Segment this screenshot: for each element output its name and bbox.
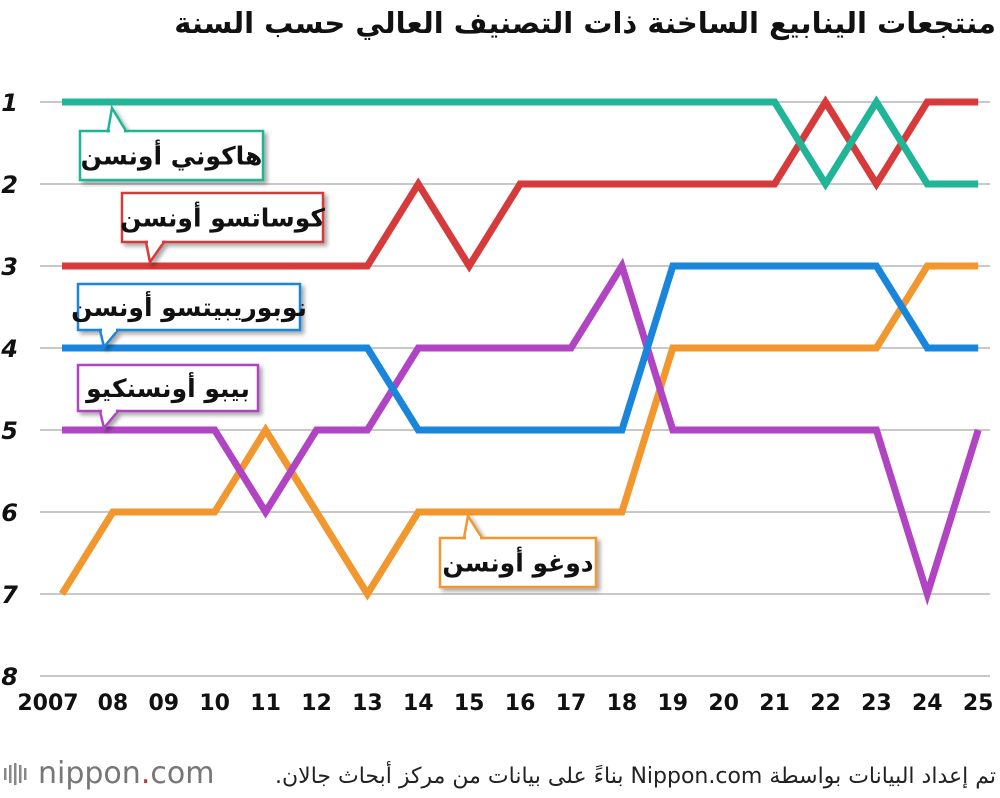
- footer: nippon.com تم إعداد البيانات بواسطة Nipp…: [0, 754, 1000, 798]
- y-tick-label: 8: [1, 663, 18, 691]
- legend-label: كوساتسو أونسن: [120, 202, 325, 234]
- x-tick-label: 24: [912, 691, 943, 716]
- x-tick-label: 14: [403, 691, 434, 716]
- series-line: [62, 95, 979, 191]
- callout-tail: [144, 240, 167, 266]
- legend-label: نوبوريبيتسو أونسن: [71, 291, 307, 323]
- x-tick-label: 21: [759, 691, 790, 716]
- legend-label: دوغو أونسن: [442, 547, 593, 579]
- x-tick-label: 20: [708, 691, 739, 716]
- y-tick-label: 5: [1, 417, 18, 445]
- logo-bars-icon: [4, 762, 27, 785]
- legend-callouts: هاكوني أونسن كوساتسو أونسن نوبوريبيتسو أون…: [71, 104, 598, 589]
- x-tick-label: 12: [301, 691, 332, 716]
- x-tick-label: 10: [199, 691, 230, 716]
- callout-frame: [78, 129, 265, 182]
- legend-label: بيبو أونسنكيو: [84, 372, 250, 404]
- logo-dot: .: [140, 756, 151, 791]
- nippon-logo: nippon.com: [4, 756, 214, 791]
- callout-box: [120, 191, 325, 266]
- x-tick-label: 19: [657, 691, 688, 716]
- x-tick-label: 15: [454, 691, 485, 716]
- legend-label: هاكوني أونسن: [81, 140, 263, 172]
- logo-name: nippon: [38, 756, 141, 791]
- callout-tail: [98, 328, 121, 350]
- callout-box: [76, 363, 260, 431]
- x-tick-label: 17: [556, 691, 587, 716]
- callout-box: [438, 512, 598, 589]
- x-tick-label: 16: [505, 691, 536, 716]
- y-axis-ticks: 1 2 3 4 5 6 7 8: [0, 89, 18, 691]
- callout-frame: [120, 191, 325, 244]
- callout-tail: [106, 104, 129, 133]
- x-tick-label: 23: [861, 691, 892, 716]
- callout-frame: [76, 282, 302, 332]
- series-line: [59, 262, 979, 601]
- x-tick-label: 09: [148, 691, 179, 716]
- callout-tail: [462, 512, 485, 540]
- callout-tail: [98, 409, 121, 431]
- logo-text: nippon.com: [38, 756, 214, 791]
- y-tick-label: 1: [1, 89, 18, 117]
- callout-frame: [438, 536, 598, 589]
- x-tick-label: 22: [810, 691, 841, 716]
- x-axis-ticks: 2007 08 09 10 11 12 13 14 15 16 17 18 19 20 21 22 23 24 25: [17, 691, 993, 716]
- x-tick-label: 11: [250, 691, 281, 716]
- x-tick-label: 2007: [17, 691, 78, 716]
- x-tick-label: 25: [963, 691, 994, 716]
- callout-frame: [76, 363, 260, 413]
- y-tick-label: 7: [1, 581, 18, 609]
- series-line: [62, 262, 979, 434]
- callout-box: [76, 282, 302, 350]
- y-tick-label: 3: [1, 253, 18, 281]
- logo-domain: com: [150, 756, 215, 791]
- y-tick-label: 4: [0, 335, 18, 363]
- chart-title: منتجعات الينابيع الساخنة ذات التصنيف الع…: [174, 6, 996, 40]
- x-tick-label: 13: [352, 691, 383, 716]
- y-tick-label: 6: [1, 499, 18, 527]
- y-tick-label: 2: [1, 171, 18, 199]
- source-note: تم إعداد البيانات بواسطة Nippon.com بناء…: [275, 764, 996, 789]
- series-lines: [59, 95, 982, 606]
- x-tick-label: 08: [98, 691, 129, 716]
- series-line: [62, 257, 982, 606]
- callout-box: [78, 104, 265, 182]
- x-tick-label: 18: [607, 691, 638, 716]
- series-line: [62, 95, 979, 273]
